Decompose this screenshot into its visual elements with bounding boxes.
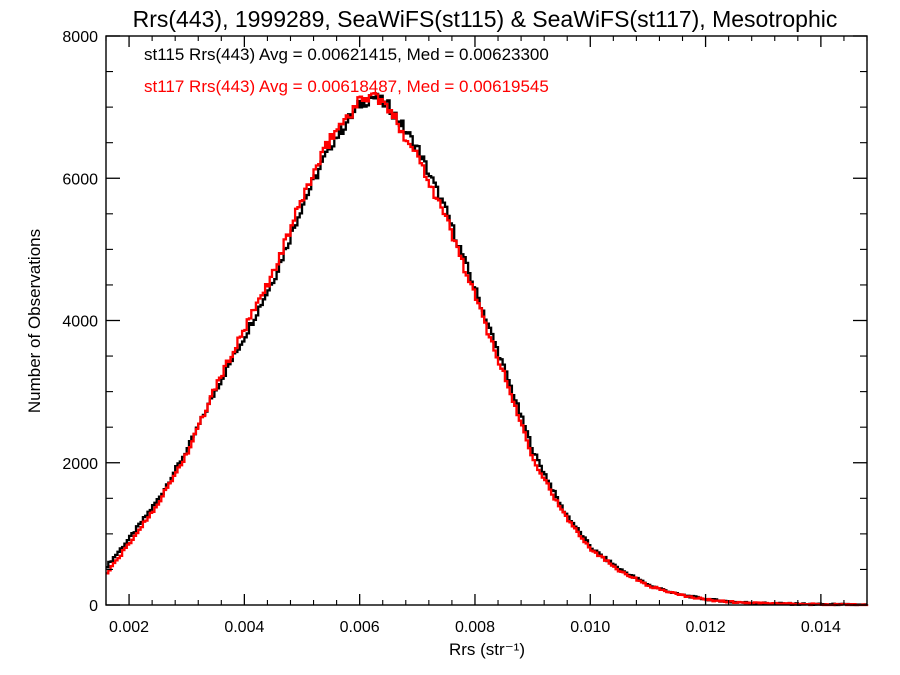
y-tick-label: 4000 [62,314,98,331]
y-tick-label: 0 [89,598,98,615]
x-tick-label: 0.002 [109,619,149,636]
y-tick-label: 2000 [62,456,98,473]
y-tick-label: 6000 [62,171,98,188]
x-axis-label: Rrs (str⁻¹) [449,640,525,659]
x-tick-label: 0.006 [340,619,380,636]
x-tick-label: 0.004 [224,619,264,636]
legend-st115: st115 Rrs(443) Avg = 0.00621415, Med = 0… [144,45,549,64]
series-line-1 [106,92,869,607]
x-tick-label: 0.014 [801,619,841,636]
x-tick-label: 0.008 [455,619,495,636]
y-tick-label: 8000 [62,29,98,46]
legend-st117: st117 Rrs(443) Avg = 0.00618487, Med = 0… [144,77,549,96]
y-axis-label: Number of Observations [25,229,44,413]
x-tick-label: 0.010 [570,619,610,636]
x-tick-label: 0.012 [686,619,726,636]
chart-title: Rrs(443), 1999289, SeaWiFS(st115) & SeaW… [133,6,838,32]
series-line-2 [106,91,869,607]
